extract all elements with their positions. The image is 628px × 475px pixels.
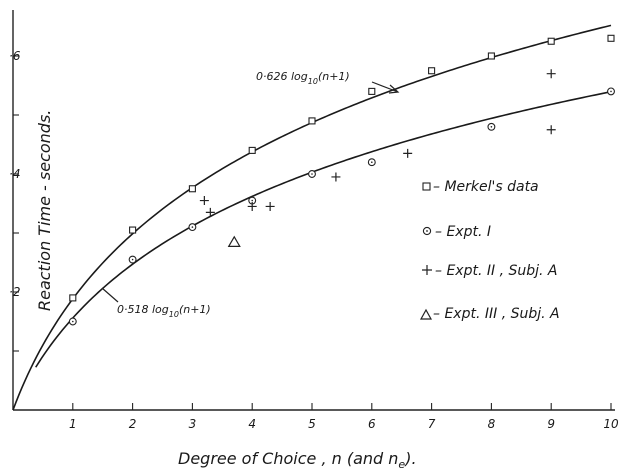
x-tick-label: 5 bbox=[308, 417, 316, 431]
y-axis-title: Reaction Time - seconds. bbox=[35, 110, 54, 311]
legend-label-merkel: – Merkel's data bbox=[433, 179, 539, 195]
point-expt-1 bbox=[128, 255, 137, 264]
point-expt-1 bbox=[188, 223, 197, 232]
y-tick-label: ·4 bbox=[9, 167, 20, 181]
point-expt-2 bbox=[247, 201, 257, 211]
y-ticks: ·2 ·4 ·6 bbox=[9, 49, 21, 352]
point-merkel bbox=[188, 185, 196, 193]
legend-square-marker bbox=[422, 182, 431, 191]
legend-circle-marker bbox=[422, 226, 432, 236]
point-expt-2 bbox=[199, 196, 209, 206]
point-merkel bbox=[248, 146, 256, 154]
x-ticks: 1 2 3 4 5 6 7 8 9 10 bbox=[69, 403, 619, 431]
curve-label-upper-arrow bbox=[371, 81, 400, 94]
legend-item-expt-3: – Expt. III , Subj. A bbox=[419, 306, 560, 322]
point-merkel bbox=[69, 294, 77, 302]
point-expt-1 bbox=[308, 170, 316, 178]
data-points bbox=[68, 34, 615, 326]
point-merkel bbox=[308, 117, 316, 125]
legend-item-expt-1: – Expt. I bbox=[422, 224, 491, 240]
x-tick-label: 8 bbox=[488, 417, 496, 431]
legend-label-expt-1: – Expt. I bbox=[435, 224, 491, 240]
x-tick-label: 3 bbox=[189, 417, 197, 431]
x-tick-label: 1 bbox=[69, 417, 77, 431]
point-expt-2 bbox=[205, 207, 215, 217]
point-expt-1 bbox=[367, 158, 376, 167]
legend-item-expt-2: – Expt. II , Subj. A bbox=[422, 263, 557, 279]
legend-item-merkel: – Merkel's data bbox=[422, 179, 539, 195]
curve-label-lower: 0·518 log10(n+1) bbox=[117, 303, 211, 319]
point-expt-3 bbox=[227, 235, 241, 247]
y-tick-label: ·6 bbox=[9, 49, 21, 63]
point-merkel bbox=[428, 67, 436, 75]
point-expt-2 bbox=[331, 172, 341, 182]
x-tick-label: 9 bbox=[547, 417, 555, 431]
point-expt-2 bbox=[546, 69, 556, 79]
point-merkel bbox=[607, 34, 615, 42]
point-expt-2 bbox=[403, 148, 413, 158]
legend-label-expt-3: – Expt. III , Subj. A bbox=[433, 306, 560, 322]
point-expt-2 bbox=[265, 201, 275, 211]
point-expt-2 bbox=[546, 125, 556, 135]
fit-curve-lower bbox=[35, 91, 610, 368]
point-merkel bbox=[368, 87, 376, 95]
legend-plus-marker bbox=[422, 265, 432, 275]
x-tick-label: 10 bbox=[603, 417, 619, 431]
point-merkel bbox=[129, 226, 137, 234]
point-expt-1 bbox=[68, 317, 77, 326]
point-expt-1 bbox=[487, 122, 496, 131]
x-tick-label: 4 bbox=[248, 417, 256, 431]
point-expt-1 bbox=[607, 87, 615, 96]
legend-label-expt-2: – Expt. II , Subj. A bbox=[435, 263, 557, 279]
x-axis-title: Degree of Choice , n (and ne). bbox=[178, 449, 417, 471]
legend-triangle-marker bbox=[419, 308, 433, 320]
point-merkel bbox=[487, 52, 495, 60]
curve-label-lower-arrow bbox=[101, 287, 119, 303]
y-tick-label: ·2 bbox=[9, 285, 20, 299]
x-tick-label: 6 bbox=[368, 417, 376, 431]
curve-label-upper: 0·626 log10(n+1) bbox=[256, 70, 350, 86]
x-tick-label: 2 bbox=[129, 417, 137, 431]
x-tick-label: 7 bbox=[428, 417, 436, 431]
axes bbox=[12, 10, 615, 411]
point-merkel bbox=[547, 37, 555, 45]
legend: – Merkel's data – Expt. I – Expt. II , S… bbox=[419, 179, 560, 322]
legend-circle-dot bbox=[426, 230, 428, 232]
